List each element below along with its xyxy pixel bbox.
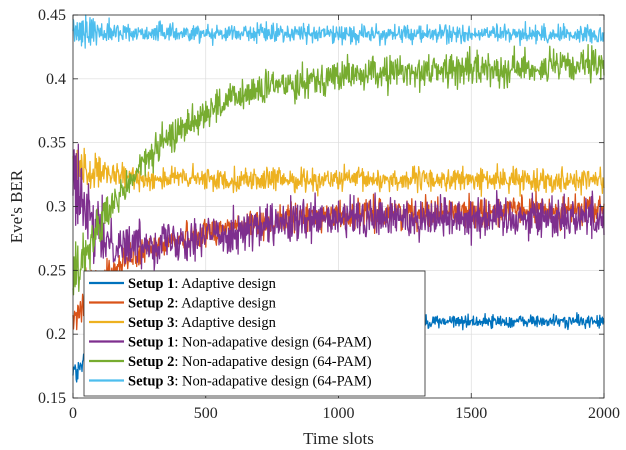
y-tick-label: 0.35 bbox=[38, 135, 66, 152]
x-tick-label: 0 bbox=[69, 405, 77, 422]
y-tick-label: 0.2 bbox=[46, 326, 66, 343]
legend-entry-setup: Setup 3 bbox=[128, 374, 174, 390]
x-tick-label: 2000 bbox=[588, 405, 620, 422]
legend-entry-description: : Adaptive design bbox=[174, 276, 276, 292]
series-line-3 bbox=[72, 147, 605, 197]
legend-entry-description: : Adaptive design bbox=[174, 315, 276, 331]
legend-entry-3: Setup 3: Adaptive design bbox=[128, 315, 277, 331]
y-axis-label: Eve's BER bbox=[7, 169, 26, 243]
legend-entry-setup: Setup 1 bbox=[128, 335, 174, 351]
legend-entry-2: Setup 2: Adaptive design bbox=[128, 296, 277, 312]
legend-entry-description: : Non-adapative design (64-PAM) bbox=[174, 335, 371, 351]
series-line-6 bbox=[72, 14, 605, 49]
x-tick-label: 1000 bbox=[323, 405, 355, 422]
series-line-5 bbox=[72, 44, 605, 296]
y-tick-label: 0.25 bbox=[38, 262, 66, 279]
legend-entry-description: : Adaptive design bbox=[174, 296, 276, 312]
legend-box bbox=[83, 270, 426, 397]
y-tick-label: 0.4 bbox=[46, 71, 66, 88]
legend-entry-1: Setup 1: Adaptive design bbox=[128, 276, 277, 292]
legend-entry-setup: Setup 2 bbox=[128, 354, 174, 370]
legend-entry-description: : Non-adapative design (64-PAM) bbox=[174, 354, 371, 370]
legend-entry-4: Setup 1: Non-adapative design (64-PAM) bbox=[128, 335, 372, 351]
x-tick-label: 1500 bbox=[455, 405, 487, 422]
legend-entry-setup: Setup 2 bbox=[128, 296, 174, 312]
x-tick-label: 500 bbox=[194, 405, 218, 422]
y-tick-label: 0.3 bbox=[46, 199, 66, 216]
y-tick-label: 0.45 bbox=[38, 7, 66, 24]
legend-entry-setup: Setup 1 bbox=[128, 276, 174, 292]
legend-entry-6: Setup 3: Non-adapative design (64-PAM) bbox=[128, 374, 372, 390]
x-axis-label: Time slots bbox=[303, 429, 374, 448]
legend-entry-description: : Non-adapative design (64-PAM) bbox=[174, 374, 371, 390]
legend-entry-setup: Setup 3 bbox=[128, 315, 174, 331]
axis-ticks: 0 500 1000 1500 2000 0.15 0.2 0.25 0.3 0.35 0.4 0.4… bbox=[38, 7, 620, 422]
series-line-4 bbox=[72, 143, 605, 271]
legend-entry-5: Setup 2: Non-adapative design (64-PAM) bbox=[128, 354, 372, 370]
y-tick-label: 0.15 bbox=[38, 390, 66, 407]
